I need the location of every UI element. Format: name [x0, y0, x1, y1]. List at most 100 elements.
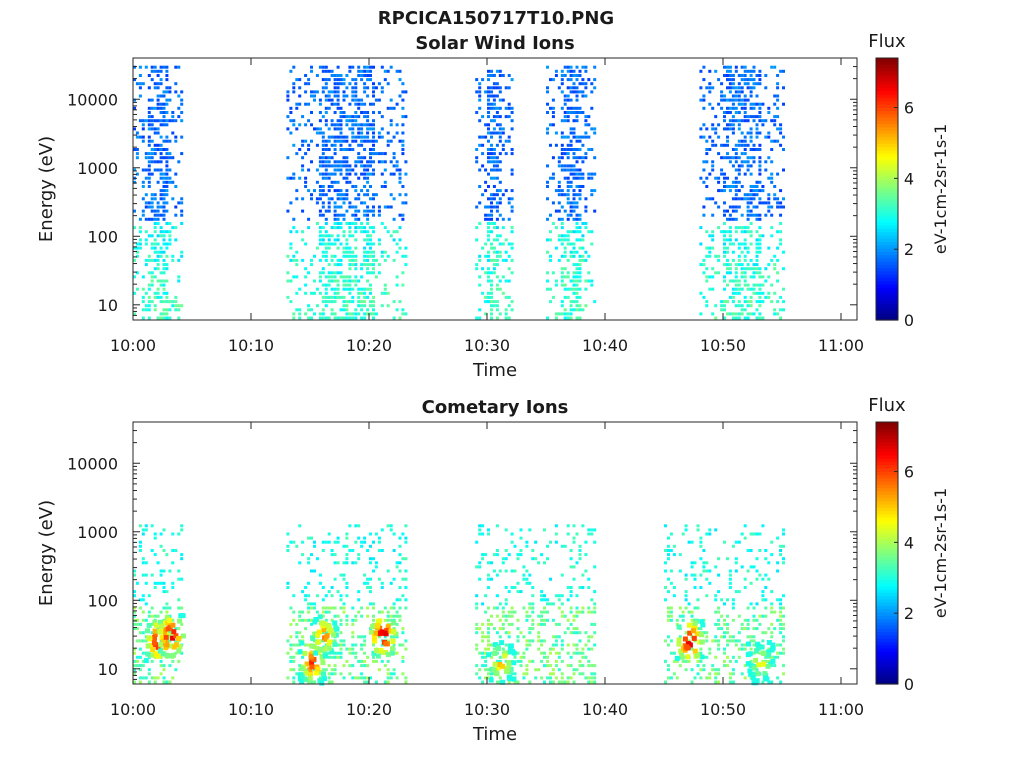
- flux-cell: [664, 549, 667, 552]
- flux-cell: [749, 647, 753, 651]
- flux-cell: [770, 622, 774, 626]
- flux-cell: [318, 197, 322, 201]
- flux-cell: [726, 300, 729, 304]
- flux-cell: [138, 246, 142, 250]
- flux-cell: [537, 639, 541, 643]
- flux-cell: [684, 573, 688, 577]
- colorbar-segment: [876, 608, 898, 613]
- flux-cell: [484, 271, 488, 275]
- flux-cell: [752, 565, 756, 569]
- flux-cell: [484, 242, 488, 246]
- flux-cell: [731, 618, 735, 622]
- flux-cell: [481, 635, 485, 639]
- flux-cell: [578, 544, 582, 548]
- flux-cell: [324, 304, 328, 308]
- flux-cell: [779, 549, 783, 552]
- flux-cell: [746, 635, 750, 639]
- flux-cell: [575, 287, 579, 291]
- flux-cell: [575, 217, 579, 221]
- flux-cell: [549, 78, 552, 82]
- flux-cell: [723, 94, 726, 98]
- flux-cell: [304, 152, 308, 156]
- flux-cell: [546, 676, 549, 680]
- flux-cell: [752, 156, 756, 160]
- flux-cell: [495, 258, 499, 262]
- flux-cell: [761, 300, 765, 304]
- flux-cell: [144, 230, 148, 234]
- flux-cell: [386, 610, 390, 614]
- flux-cell: [699, 668, 703, 672]
- flux-cell: [587, 635, 591, 639]
- flux-cell: [566, 618, 570, 622]
- flux-cell: [773, 193, 777, 197]
- flux-cell: [731, 598, 735, 602]
- flux-cell: [168, 614, 172, 618]
- flux-cell: [507, 553, 511, 557]
- flux-cell: [507, 242, 511, 246]
- flux-cell: [554, 622, 558, 626]
- colorbar-segment: [876, 143, 898, 148]
- flux-cell: [510, 230, 514, 234]
- flux-cell: [734, 279, 738, 283]
- flux-cell: [498, 197, 502, 201]
- flux-cell: [336, 279, 340, 283]
- flux-cell: [746, 115, 750, 119]
- flux-cell: [776, 279, 780, 283]
- flux-cell: [404, 540, 408, 544]
- flux-cell: [150, 148, 154, 151]
- flux-peak-cell: [373, 648, 379, 653]
- flux-cell: [743, 143, 747, 147]
- flux-cell: [566, 86, 570, 90]
- flux-cell: [575, 90, 579, 94]
- flux-cell: [770, 139, 774, 143]
- flux-cell: [298, 618, 302, 622]
- flux-cell: [575, 94, 579, 98]
- flux-cell: [563, 102, 567, 106]
- flux-cell: [147, 185, 151, 188]
- flux-cell: [740, 164, 744, 168]
- flux-cell: [764, 573, 768, 577]
- flux-cell: [764, 598, 768, 602]
- flux-cell: [162, 111, 166, 114]
- flux-cell: [776, 94, 780, 98]
- flux-cell: [492, 222, 496, 225]
- flux-cell: [321, 172, 325, 176]
- flux-cell: [581, 254, 585, 258]
- flux-cell: [304, 283, 308, 287]
- flux-cell: [336, 234, 340, 238]
- flux-cell: [492, 226, 496, 230]
- flux-peak-cell: [173, 633, 179, 639]
- flux-cell: [144, 217, 148, 221]
- flux-cell: [301, 618, 305, 622]
- flux-cell: [301, 258, 305, 262]
- flux-cell: [348, 65, 352, 69]
- flux-cell: [372, 316, 375, 320]
- flux-cell: [720, 635, 724, 639]
- flux-cell: [492, 86, 496, 90]
- flux-cell: [165, 222, 169, 225]
- flux-cell: [737, 205, 741, 209]
- flux-cell: [510, 586, 514, 589]
- flux-cell: [475, 627, 479, 631]
- flux-cell: [351, 676, 355, 680]
- flux-cell: [575, 185, 579, 188]
- flux-cell: [336, 123, 340, 127]
- flux-cell: [501, 627, 505, 631]
- flux-cell: [740, 106, 744, 110]
- flux-cell: [728, 234, 732, 238]
- flux-cell: [366, 168, 370, 172]
- flux-cell: [581, 143, 585, 147]
- flux-cell: [150, 300, 154, 304]
- colorbar-segment: [876, 641, 898, 646]
- flux-cell: [575, 610, 579, 614]
- flux-peak-cell: [309, 643, 315, 649]
- flux-cell: [554, 594, 558, 598]
- flux-cell: [587, 279, 591, 283]
- flux-cell: [150, 279, 154, 283]
- flux-cell: [690, 668, 694, 672]
- flux-cell: [546, 131, 549, 135]
- flux-peak-cell: [309, 650, 315, 656]
- flux-cell: [767, 111, 771, 114]
- flux-cell: [156, 258, 160, 262]
- flux-cell: [383, 291, 387, 295]
